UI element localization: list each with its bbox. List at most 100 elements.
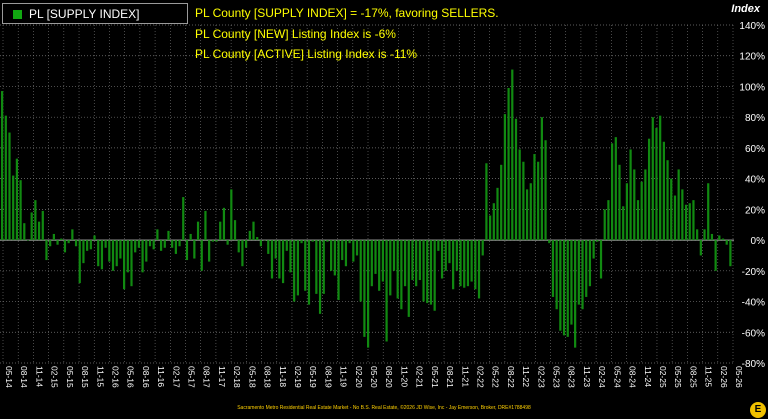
y-tick-label: 20% xyxy=(745,205,765,216)
bar xyxy=(82,240,85,264)
bar xyxy=(511,69,514,241)
bar xyxy=(348,240,351,244)
bar xyxy=(171,240,174,248)
bar xyxy=(119,240,122,259)
bar xyxy=(337,240,340,301)
bar xyxy=(148,240,152,247)
x-tick-label: 02-20 xyxy=(354,366,364,388)
bar xyxy=(56,240,59,245)
bar xyxy=(259,240,263,247)
bar xyxy=(315,240,318,294)
bar xyxy=(174,240,177,254)
bar xyxy=(367,240,370,348)
x-tick-label: 02-24 xyxy=(597,366,607,388)
bar xyxy=(4,115,7,241)
annotation-new-listings: PL County [NEW] Listing Index is -6% xyxy=(195,27,396,41)
bar xyxy=(651,117,654,241)
bar xyxy=(574,240,577,348)
bar xyxy=(407,240,410,317)
x-tick-label: 08-14 xyxy=(19,366,29,388)
x-tick-label: 08-15 xyxy=(80,366,90,388)
bar xyxy=(8,132,11,241)
bar xyxy=(189,233,192,241)
bar xyxy=(196,221,200,241)
x-tick-label: 11-15 xyxy=(95,366,105,387)
bar xyxy=(311,240,314,242)
x-tick-label: 05-24 xyxy=(612,366,622,388)
bar xyxy=(588,240,592,287)
bar xyxy=(452,240,455,290)
bar xyxy=(481,240,484,256)
bar xyxy=(463,240,466,288)
bar xyxy=(330,240,333,271)
bar xyxy=(274,240,277,259)
bar xyxy=(640,181,643,241)
bar xyxy=(30,212,33,241)
bar xyxy=(115,240,118,267)
bar xyxy=(245,240,248,248)
bar xyxy=(307,240,311,305)
bar xyxy=(389,240,392,296)
y-axis-label: Index xyxy=(731,3,760,15)
bar xyxy=(570,240,573,325)
bar xyxy=(559,240,562,331)
bar xyxy=(444,240,447,271)
bar xyxy=(666,160,669,241)
x-tick-label: 11-18 xyxy=(278,366,288,387)
bar xyxy=(256,237,259,241)
y-tick-label: 60% xyxy=(745,144,765,155)
x-tick-label: 08-23 xyxy=(567,366,577,388)
bar xyxy=(1,91,4,241)
bar xyxy=(270,240,274,279)
bar xyxy=(696,229,699,241)
y-tick-label: 140% xyxy=(739,21,765,32)
bar xyxy=(341,240,344,261)
bar xyxy=(19,180,22,241)
x-tick-label: 11-21 xyxy=(460,366,470,387)
bar xyxy=(681,189,684,241)
x-tick-label: 02-19 xyxy=(293,366,303,388)
bar xyxy=(485,163,488,241)
bar xyxy=(63,240,67,253)
bar xyxy=(34,200,37,241)
bar xyxy=(381,240,385,282)
x-tick-label: 08-22 xyxy=(506,366,516,388)
bar xyxy=(392,240,396,271)
x-tick-labels: 05-14 08-14 11-14 02-15 05-15 08-15 11-15 02-16… xyxy=(4,366,744,388)
bar xyxy=(26,240,30,241)
bar xyxy=(599,240,603,279)
bar xyxy=(514,118,518,241)
bar xyxy=(725,240,728,245)
bar xyxy=(89,240,92,250)
bar xyxy=(60,238,63,241)
bar xyxy=(126,240,129,273)
bar xyxy=(137,240,141,248)
bar xyxy=(281,240,285,284)
x-tick-label: 11-24 xyxy=(643,366,653,387)
y-tick-labels: 140% 120% 100% 80% 60% 40% 20% 0% -20% -40% -60% -8… xyxy=(739,21,765,370)
x-tick-label: 02-15 xyxy=(50,366,60,388)
x-tick-label: 02-23 xyxy=(536,366,546,388)
bar xyxy=(577,240,580,305)
bar xyxy=(684,204,688,241)
x-tick-label: 02-22 xyxy=(475,366,485,388)
bar xyxy=(540,117,543,241)
bar xyxy=(333,240,336,276)
x-tick-label: 05-20 xyxy=(369,366,379,388)
x-tick-label: 08-18 xyxy=(263,366,273,388)
bar xyxy=(159,240,163,251)
bar xyxy=(581,240,584,310)
bar xyxy=(322,240,325,294)
bar xyxy=(455,240,458,271)
bar xyxy=(263,240,266,241)
bar xyxy=(74,240,78,247)
bar xyxy=(522,161,525,241)
bar xyxy=(15,158,19,241)
bar xyxy=(100,240,104,270)
bar xyxy=(396,240,399,299)
bar xyxy=(67,240,70,244)
bar xyxy=(363,240,366,337)
x-tick-label: 02-21 xyxy=(415,366,425,388)
bar xyxy=(585,240,588,297)
